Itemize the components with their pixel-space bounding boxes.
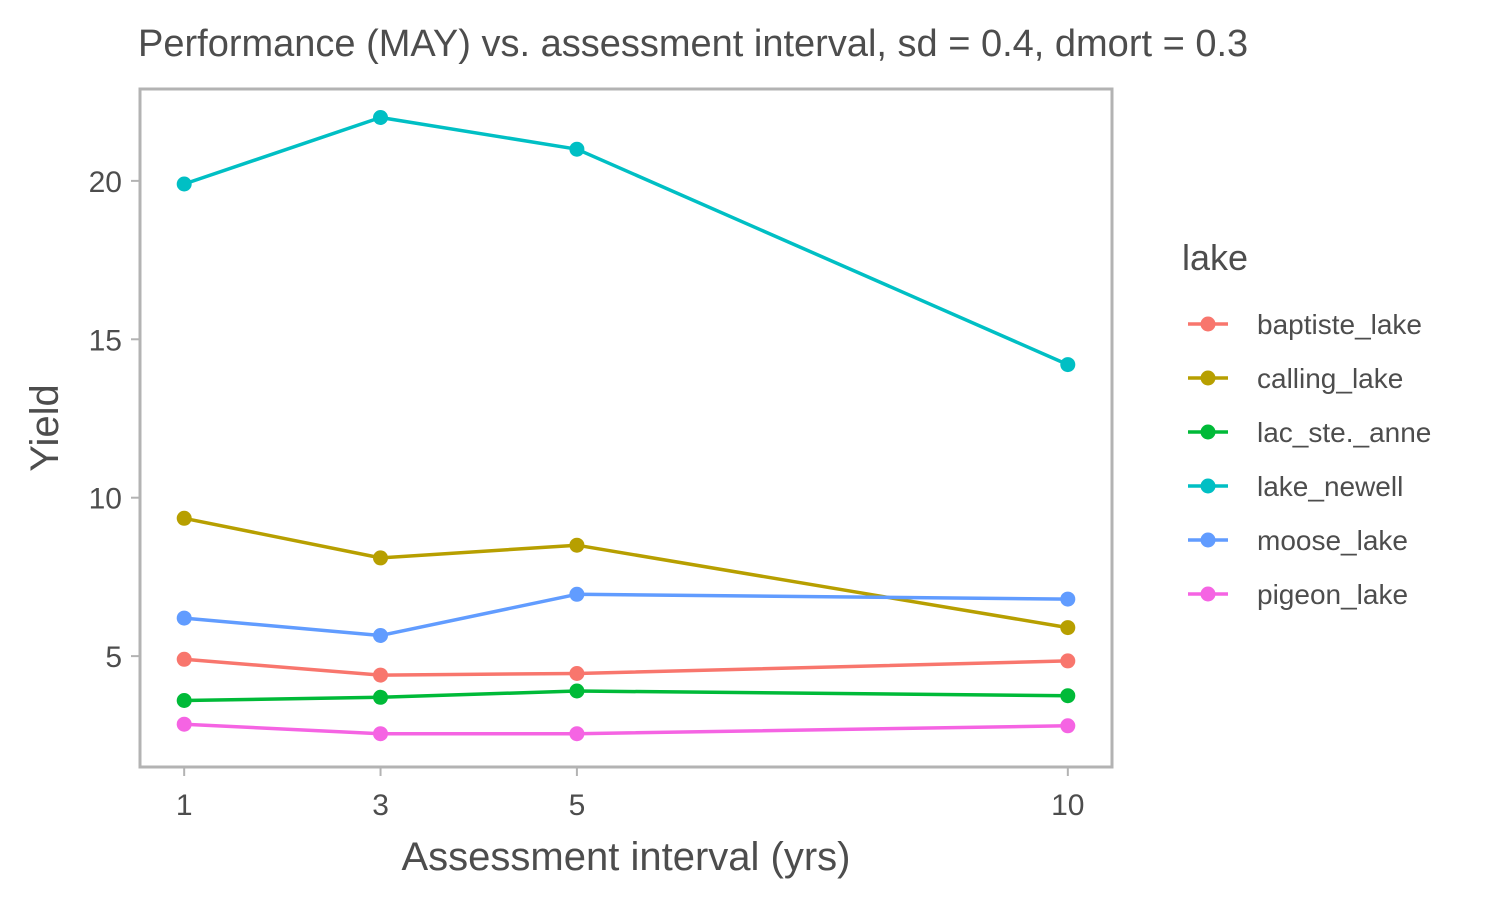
data-point-pigeon_lake: [1060, 718, 1075, 733]
data-point-lake_newell: [1060, 357, 1075, 372]
legend-key-point: [1201, 587, 1216, 602]
data-point-baptiste_lake: [177, 652, 192, 667]
x-axis-title: Assessment interval (yrs): [402, 835, 851, 879]
legend-key-point: [1201, 533, 1216, 548]
x-tick-label: 1: [176, 789, 193, 822]
data-point-moose_lake: [569, 587, 584, 602]
legend-label: lake_newell: [1257, 471, 1403, 502]
chart-title: Performance (MAY) vs. assessment interva…: [138, 23, 1248, 65]
y-tick-label: 15: [89, 324, 122, 357]
y-axis-title: Yield: [23, 384, 67, 471]
legend-label: moose_lake: [1257, 525, 1408, 556]
data-point-pigeon_lake: [177, 717, 192, 732]
data-point-lac_ste._anne: [569, 684, 584, 699]
data-point-lac_ste._anne: [177, 693, 192, 708]
data-point-calling_lake: [569, 538, 584, 553]
legend-label: lac_ste._anne: [1257, 417, 1431, 448]
data-point-calling_lake: [373, 550, 388, 565]
legend-label: baptiste_lake: [1257, 309, 1422, 340]
legend-key-point: [1201, 425, 1216, 440]
data-point-lake_newell: [373, 110, 388, 125]
data-point-baptiste_lake: [373, 668, 388, 683]
x-tick-label: 3: [372, 789, 389, 822]
data-point-lac_ste._anne: [373, 690, 388, 705]
data-point-lake_newell: [177, 177, 192, 192]
x-tick-label: 10: [1051, 789, 1084, 822]
legend-key-point: [1201, 317, 1216, 332]
data-point-calling_lake: [1060, 620, 1075, 635]
data-point-lac_ste._anne: [1060, 688, 1075, 703]
data-point-pigeon_lake: [569, 726, 584, 741]
data-point-pigeon_lake: [373, 726, 388, 741]
legend-label: pigeon_lake: [1257, 579, 1408, 610]
data-point-moose_lake: [177, 611, 192, 626]
legend-title: lake: [1182, 237, 1248, 278]
data-point-moose_lake: [1060, 592, 1075, 607]
x-tick-label: 5: [569, 789, 586, 822]
data-point-baptiste_lake: [1060, 653, 1075, 668]
legend-key-point: [1201, 371, 1216, 386]
data-point-lake_newell: [569, 142, 584, 157]
data-point-baptiste_lake: [569, 666, 584, 681]
data-point-calling_lake: [177, 511, 192, 526]
y-tick-label: 5: [105, 641, 122, 674]
legend-label: calling_lake: [1257, 363, 1403, 394]
legend-key-point: [1201, 479, 1216, 494]
data-point-moose_lake: [373, 628, 388, 643]
y-tick-label: 20: [89, 166, 122, 199]
y-tick-label: 10: [89, 483, 122, 516]
